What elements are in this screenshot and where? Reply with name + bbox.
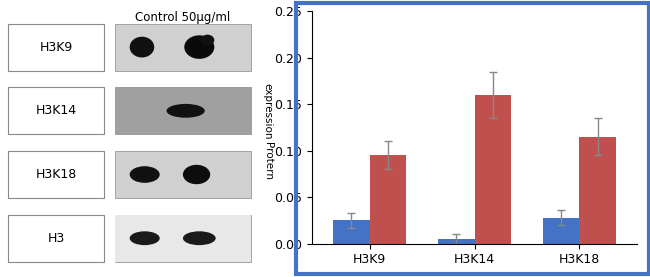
Bar (8, 24, 104, 71)
Ellipse shape (183, 231, 216, 245)
Bar (8, 151, 104, 198)
Bar (114, 215, 251, 262)
Ellipse shape (201, 35, 214, 46)
Bar (114, 24, 251, 71)
Ellipse shape (166, 104, 205, 118)
Bar (8, 215, 104, 262)
Bar (543, 218, 579, 244)
Bar (114, 215, 251, 262)
Ellipse shape (185, 35, 215, 59)
Bar (438, 239, 474, 244)
Text: expression: expression (263, 83, 272, 139)
Bar (579, 137, 616, 244)
Bar (114, 151, 251, 198)
Text: H3K9: H3K9 (40, 41, 73, 53)
Bar (8, 87, 104, 134)
Ellipse shape (129, 166, 160, 183)
Bar (370, 155, 406, 244)
Ellipse shape (130, 37, 154, 57)
Ellipse shape (183, 165, 210, 184)
Bar (474, 95, 511, 244)
Text: Protern: Protern (263, 142, 272, 180)
Bar (333, 220, 370, 244)
Ellipse shape (129, 231, 160, 245)
Text: H3K18: H3K18 (35, 168, 77, 181)
Bar (114, 87, 251, 134)
Text: H3: H3 (47, 232, 64, 245)
Text: Control 50μg/ml: Control 50μg/ml (135, 11, 231, 24)
Text: H3K14: H3K14 (35, 104, 77, 117)
